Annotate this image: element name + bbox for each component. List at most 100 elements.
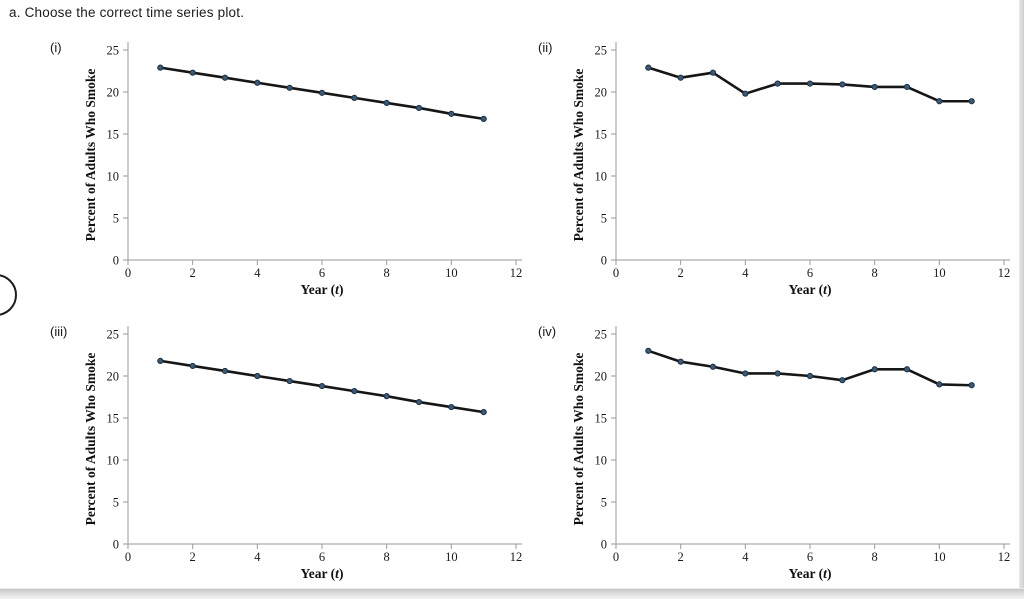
y-tick-label: 5 — [601, 496, 607, 510]
data-point-marker — [839, 81, 846, 88]
x-tick-label: 4 — [254, 266, 261, 280]
y-tick-label: 20 — [595, 86, 608, 100]
chart-label-iii: (iii) — [50, 324, 68, 339]
data-point-marker — [189, 362, 196, 370]
data-point-marker — [448, 403, 455, 411]
x-tick-label: 6 — [319, 266, 325, 280]
data-point-marker — [645, 347, 652, 354]
data-point-marker — [221, 74, 229, 81]
y-tick-label: 20 — [595, 370, 608, 384]
data-point-marker — [871, 366, 878, 373]
x-tick-label: 4 — [742, 550, 749, 564]
data-point-marker — [968, 98, 975, 105]
x-axis-title: Year (t) — [789, 566, 832, 581]
chart-canvas-ii: 0 5 10 15 20 25 0 2 4 6 8 10 12 Percent of Adults Who… — [571, 42, 1010, 297]
chart-grid: 0 5 10 15 20 25 0 2 4 6 8 10 12 Percent of Adults Who… — [40, 34, 1016, 602]
x-tick-label: 2 — [678, 550, 684, 564]
y-tick-label: 25 — [595, 44, 608, 58]
y-tick-label: 25 — [107, 328, 120, 342]
data-point-marker — [806, 372, 814, 380]
x-tick-label: 10 — [445, 550, 458, 564]
x-tick-label: 10 — [933, 550, 946, 564]
data-point-marker — [351, 94, 358, 101]
x-tick-label: 0 — [125, 550, 131, 564]
data-point-marker — [157, 64, 164, 71]
x-tick-label: 0 — [613, 266, 619, 280]
data-point-marker — [286, 84, 293, 91]
data-point-marker — [383, 393, 390, 400]
y-tick-label: 5 — [601, 212, 607, 226]
x-tick-label: 8 — [872, 550, 878, 564]
x-tick-label: 6 — [319, 550, 325, 564]
x-tick-label: 0 — [125, 266, 131, 280]
data-point-marker — [254, 79, 261, 86]
data-point-marker — [645, 64, 652, 71]
x-tick-label: 2 — [678, 266, 684, 280]
x-tick-label: 10 — [933, 266, 946, 280]
data-point-marker — [903, 83, 911, 91]
chart-label-iv: (iv) — [538, 324, 557, 339]
y-tick-label: 5 — [113, 496, 119, 510]
data-point-marker — [742, 90, 749, 97]
x-tick-label: 4 — [254, 550, 261, 564]
x-tick-label: 4 — [742, 266, 749, 280]
x-tick-label: 6 — [807, 550, 813, 564]
x-tick-label: 12 — [510, 266, 523, 280]
data-point-marker — [677, 358, 684, 365]
data-point-marker — [903, 366, 911, 373]
y-axis-title: Percent of Adults Who Smoke — [83, 353, 98, 526]
x-tick-label: 8 — [384, 266, 390, 280]
chart-block-iv: 0 5 10 15 20 25 0 2 4 6 8 10 12 Percent of Adults Who… — [528, 318, 1016, 602]
data-point-marker — [189, 69, 196, 76]
data-point-marker — [318, 89, 326, 96]
bottom-divider-bar — [0, 588, 1024, 599]
y-tick-label: 0 — [113, 538, 119, 552]
x-tick-label: 10 — [445, 266, 458, 280]
y-tick-label: 15 — [107, 128, 120, 142]
data-point-marker — [157, 357, 164, 364]
y-tick-label: 5 — [113, 212, 119, 226]
data-point-marker — [742, 370, 749, 377]
y-tick-label: 25 — [107, 44, 120, 58]
data-point-marker — [221, 367, 229, 375]
y-axis-title: Percent of Adults Who Smoke — [571, 353, 586, 526]
chart-canvas-iii: 0 5 10 15 20 25 0 2 4 6 8 10 12 Percent of Adults Who… — [83, 326, 523, 581]
data-point-marker — [254, 372, 261, 380]
data-point-marker — [709, 363, 717, 370]
y-tick-label: 0 — [601, 254, 607, 268]
data-point-marker — [871, 83, 878, 91]
data-point-marker — [968, 382, 975, 389]
x-axis-title: Year (t) — [301, 566, 344, 581]
y-tick-label: 25 — [595, 328, 608, 342]
x-tick-label: 8 — [384, 550, 390, 564]
chart-block-i: 0 5 10 15 20 25 0 2 4 6 8 10 12 Percent of Adults Who… — [40, 34, 528, 318]
data-point-marker — [936, 381, 943, 388]
x-axis-title: Year (t) — [301, 282, 344, 297]
question-title: a. Choose the correct time series plot. — [9, 5, 245, 20]
data-point-marker — [448, 110, 455, 117]
y-axis-title: Percent of Adults Who Smoke — [83, 69, 98, 242]
x-tick-label: 8 — [872, 266, 878, 280]
y-axis-title: Percent of Adults Who Smoke — [571, 69, 586, 242]
x-tick-label: 6 — [807, 266, 813, 280]
x-tick-label: 12 — [510, 550, 523, 564]
data-point-marker — [936, 98, 943, 105]
data-point-marker — [480, 409, 487, 416]
data-point-marker — [774, 370, 781, 377]
x-tick-label: 2 — [190, 266, 196, 280]
y-tick-label: 15 — [107, 412, 120, 426]
y-tick-label: 15 — [595, 128, 608, 142]
x-tick-label: 12 — [998, 550, 1011, 564]
data-point-marker — [415, 104, 423, 112]
data-point-marker — [774, 80, 781, 87]
data-point-marker — [480, 115, 487, 122]
data-point-marker — [286, 377, 293, 385]
y-tick-label: 10 — [595, 454, 608, 468]
y-tick-label: 10 — [595, 170, 608, 184]
partial-circle-decoration — [0, 274, 17, 316]
data-point-marker — [351, 388, 358, 395]
y-tick-label: 15 — [595, 412, 608, 426]
vertical-scrollbar-track[interactable] — [1019, 0, 1024, 599]
x-axis-title: Year (t) — [789, 282, 832, 297]
x-tick-label: 0 — [613, 550, 619, 564]
